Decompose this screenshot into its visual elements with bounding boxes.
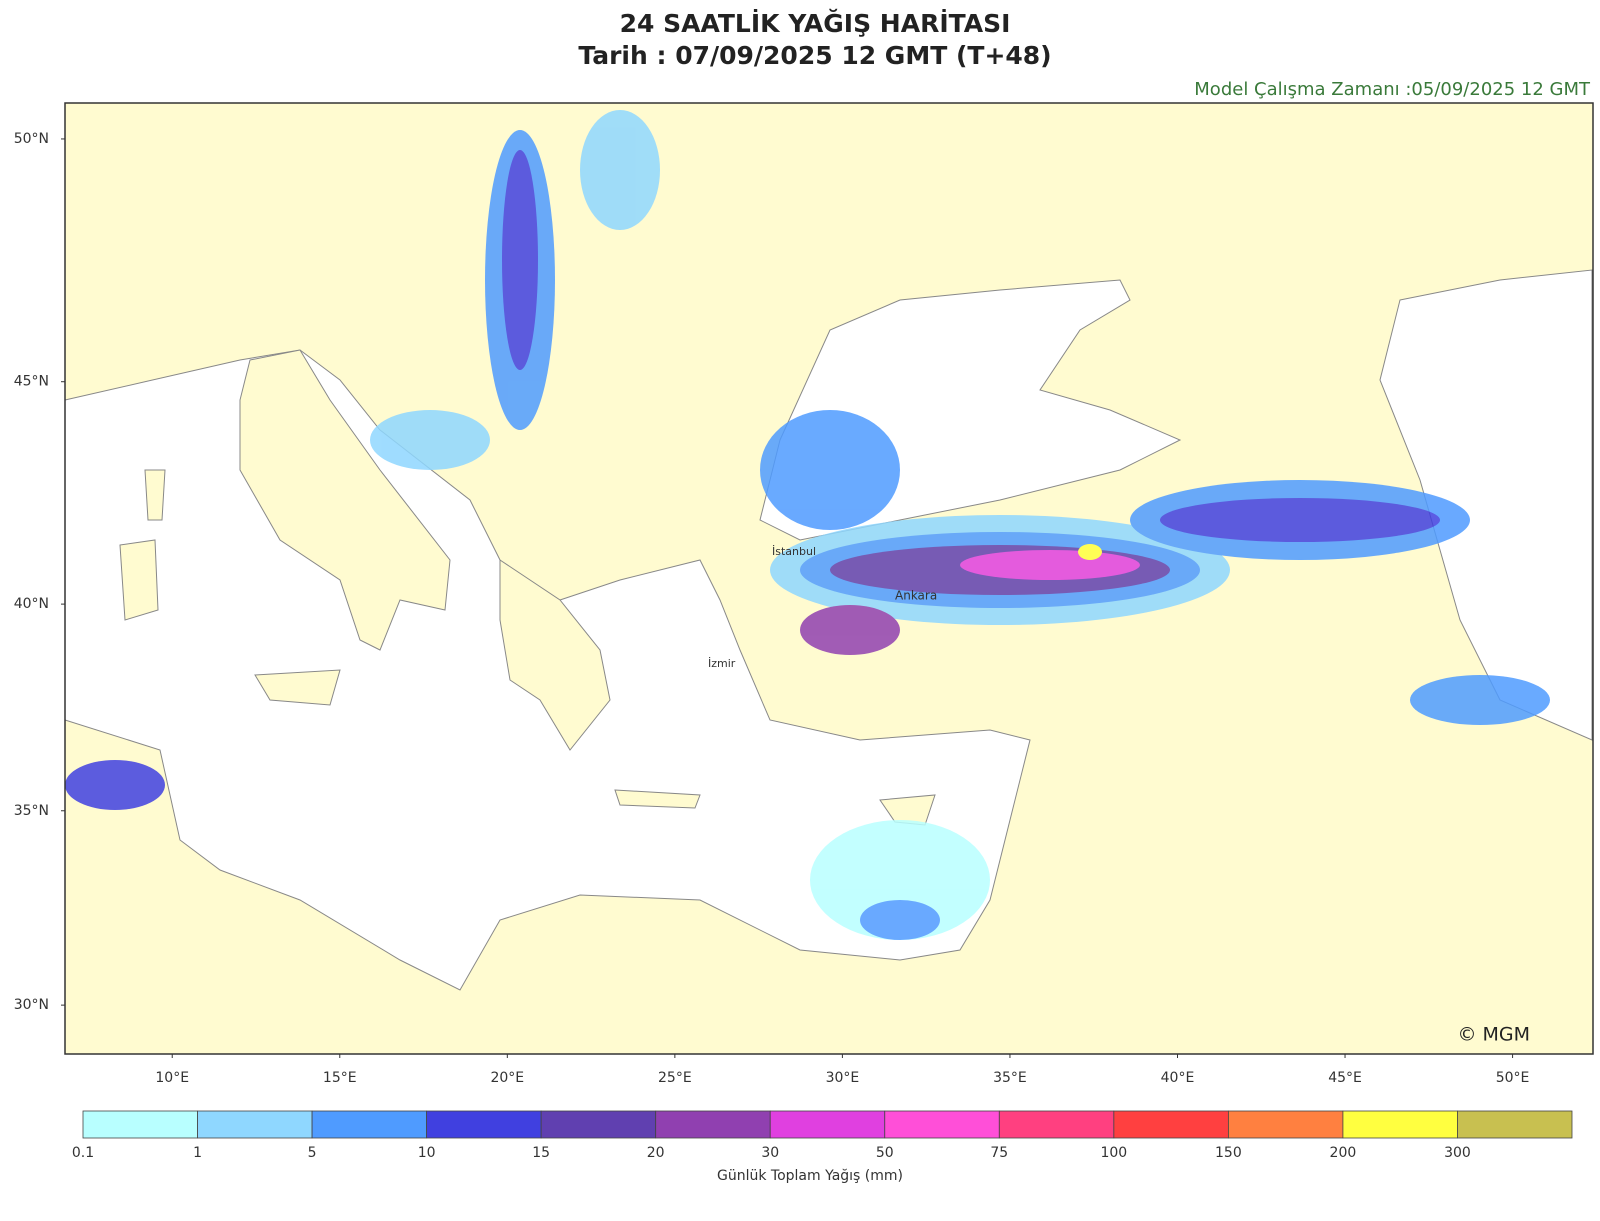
colorbar-swatch [1342,1110,1458,1139]
crete [614,789,701,809]
colorbar-tick-label: 200 [1330,1145,1357,1161]
rain-area [760,410,900,530]
x-tick-label: 20°E [490,1070,524,1086]
colorbar-swatch [311,1110,428,1139]
rain-area [960,550,1140,580]
model-run: Model Çalışma Zamanı :05/09/2025 12 GMT [1194,79,1591,100]
rain-area [1160,498,1440,542]
sicily [254,669,341,706]
subtitle: Tarih : 07/09/2025 12 GMT (T+48) [578,41,1051,70]
x-tick-label: 40°E [1161,1070,1195,1086]
colorbar-swatch [998,1110,1115,1139]
y-tick-label: 30°N [14,997,49,1013]
x-tick-label: 15°E [323,1070,357,1086]
copyright: © MGM [1457,1024,1530,1046]
colorbar-tick-label: 100 [1100,1145,1127,1161]
city-label: İstanbul [772,545,816,558]
colorbar-tick-label: 150 [1215,1145,1242,1161]
colorbar-tick-label: 10 [418,1145,436,1161]
rain-area [502,150,538,370]
precipitation [65,110,1550,940]
greece [499,559,611,751]
rain-area [65,760,165,810]
colorbar-swatch [884,1110,1000,1139]
rain-area [370,410,490,470]
y-tick-label: 45°N [14,374,49,390]
y-tick-label: 40°N [14,596,49,612]
colorbar-swatch [540,1110,657,1139]
city-label: Ankara [895,589,937,603]
x-tick-label: 10°E [155,1070,189,1086]
rain-area [800,605,900,655]
y-tick-label: 50°N [14,131,49,147]
colorbar-tick-label: 15 [532,1145,550,1161]
rain-area [860,900,940,940]
x-tick-label: 25°E [658,1070,692,1086]
colorbar-swatch [197,1110,313,1139]
italy [239,349,451,651]
colorbar-swatch [655,1110,771,1139]
x-tick-label: 30°E [826,1070,860,1086]
rain-area [580,110,660,230]
colorbar-swatch [1457,1110,1573,1139]
colorbar-swatch [426,1110,542,1139]
x-tick-label: 45°E [1328,1070,1362,1086]
colorbar-swatch [769,1110,886,1139]
sardinia [119,539,159,621]
city-label: İzmir [708,657,736,670]
islands [119,349,936,826]
colorbar-label: Günlük Toplam Yağış (mm) [717,1168,903,1184]
map: İstanbul Ankara İzmir © MGM [64,102,1594,1055]
rain-area [1078,544,1102,560]
colorbar-tick-label: 20 [647,1145,665,1161]
frame [64,102,1594,1055]
colorbar-swatch [1227,1110,1344,1139]
colorbar-swatch [1113,1110,1229,1139]
x-tick-label: 35°E [993,1070,1027,1086]
title: 24 SAATLİK YAĞIŞ HARİTASI [620,8,1011,38]
colorbar-tick-label: 300 [1444,1145,1471,1161]
corsica [144,469,166,521]
x-tick-label: 50°E [1496,1070,1530,1086]
colorbar-tick-label: 5 [308,1145,317,1161]
colorbar-tick-label: 1 [193,1145,202,1161]
rain-area [810,820,990,940]
colorbar-tick-label: 75 [990,1145,1008,1161]
colorbar-swatch [82,1110,198,1139]
colorbar-tick-label: 0.1 [72,1145,94,1161]
colorbar-tick-label: 50 [876,1145,894,1161]
rain-area [1410,675,1550,725]
y-tick-label: 35°N [14,803,49,819]
colorbar-tick-label: 30 [761,1145,779,1161]
